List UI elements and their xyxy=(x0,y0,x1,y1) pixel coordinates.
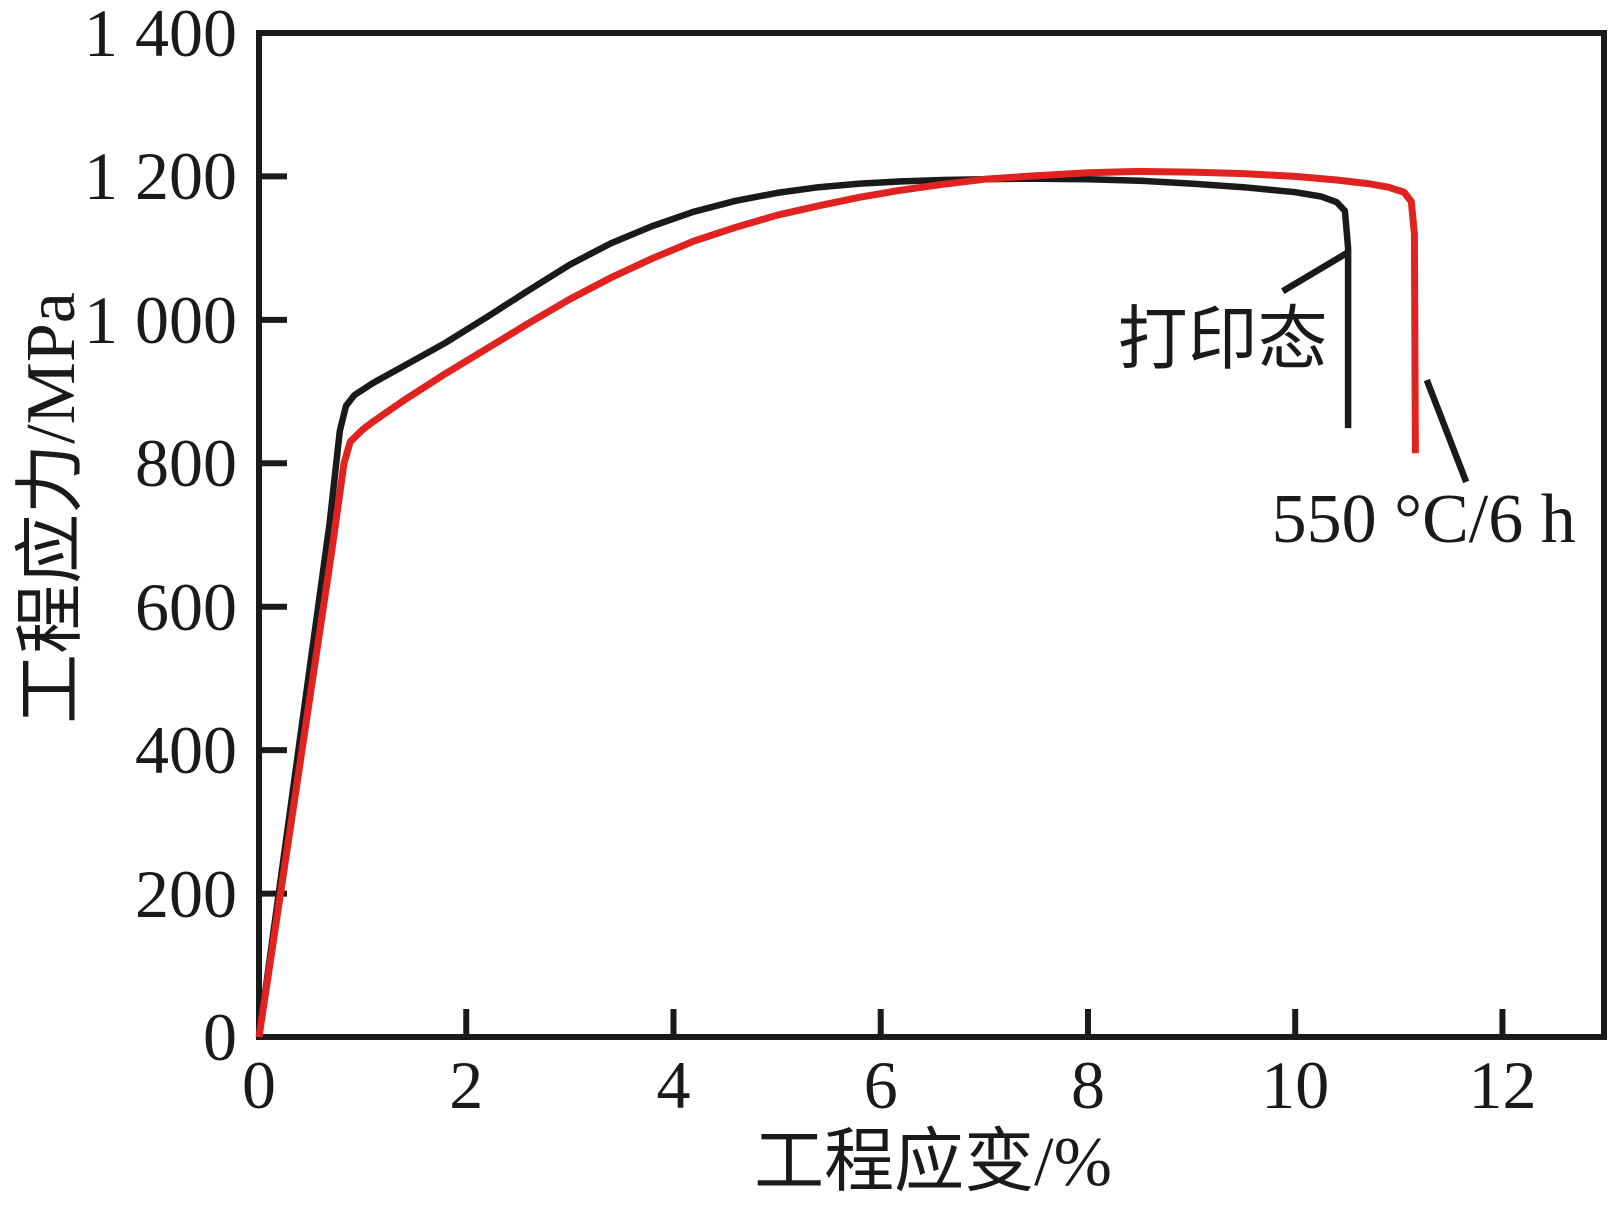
y-tick-label: 1 000 xyxy=(84,281,237,358)
x-tick-label: 8 xyxy=(1070,1047,1105,1123)
curve-annotation-label: 550 °C/6 h xyxy=(1271,480,1576,558)
y-tick-label: 0 xyxy=(203,999,237,1075)
y-tick-label: 400 xyxy=(135,712,237,789)
y-tick-label: 200 xyxy=(135,855,237,932)
y-tick-label: 600 xyxy=(135,568,237,645)
x-tick-label: 12 xyxy=(1468,1047,1537,1123)
y-tick-label: 1 200 xyxy=(84,138,237,215)
y-tick-label: 800 xyxy=(135,425,237,502)
plot-frame xyxy=(256,30,1607,1040)
annotation-leader-line xyxy=(1423,378,1470,484)
curve-annotation-label: 打印态 xyxy=(1117,301,1328,379)
x-axis-title: 工程应变/% xyxy=(754,1124,1112,1201)
series-curve-1 xyxy=(255,167,1419,1038)
x-tick-label: 2 xyxy=(449,1047,484,1123)
x-tick-label: 6 xyxy=(863,1047,898,1123)
x-tick-label: 10 xyxy=(1261,1047,1330,1123)
series-curve-0 xyxy=(255,175,1352,1038)
y-axis-title: 工程应力/MPa xyxy=(13,292,90,724)
x-tick-label: 0 xyxy=(242,1047,276,1123)
annotation-leader-line xyxy=(1281,248,1351,294)
y-tick-label: 1 400 xyxy=(84,0,237,71)
x-tick-label: 4 xyxy=(656,1047,691,1123)
